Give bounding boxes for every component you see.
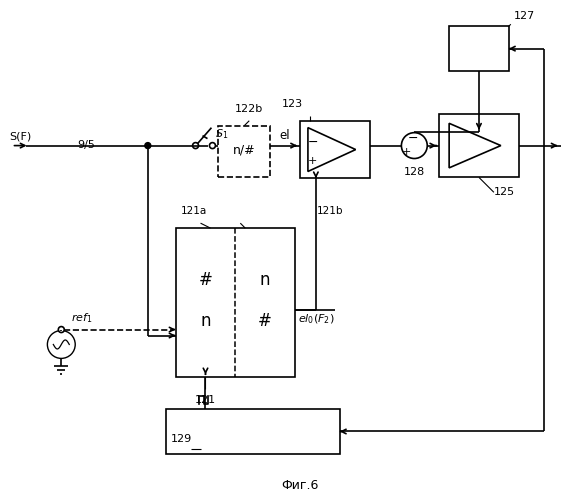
Text: −: − <box>408 132 419 145</box>
Circle shape <box>145 142 151 148</box>
Text: 121: 121 <box>195 395 216 405</box>
Text: 129: 129 <box>171 434 192 444</box>
Text: $S_1$: $S_1$ <box>215 126 229 140</box>
Text: 121b: 121b <box>316 206 343 216</box>
Bar <box>300 120 370 178</box>
Text: $ref_1$: $ref_1$ <box>71 311 93 324</box>
Text: +: + <box>308 156 318 166</box>
Text: Фиг.6: Фиг.6 <box>281 479 319 492</box>
Text: $el_0(F_2)$: $el_0(F_2)$ <box>298 312 335 326</box>
Circle shape <box>209 142 215 148</box>
Text: el: el <box>280 128 290 141</box>
Bar <box>439 114 519 178</box>
Text: 127: 127 <box>514 12 535 22</box>
Text: n: n <box>260 272 270 289</box>
Text: 125: 125 <box>494 188 515 198</box>
Text: 123: 123 <box>282 99 303 109</box>
Bar <box>449 26 509 71</box>
Text: 121a: 121a <box>181 206 207 216</box>
Circle shape <box>402 132 427 158</box>
Text: #: # <box>258 312 272 330</box>
Text: −: − <box>308 136 318 149</box>
Text: +: + <box>402 146 411 156</box>
Text: n/#: n/# <box>233 143 256 156</box>
Circle shape <box>192 142 199 148</box>
Text: n: n <box>201 312 211 330</box>
Text: #: # <box>199 272 212 289</box>
Text: 122b: 122b <box>235 104 263 114</box>
Text: S(F): S(F) <box>9 132 32 141</box>
Bar <box>176 228 295 378</box>
Text: 128: 128 <box>404 168 425 177</box>
Bar <box>166 409 340 454</box>
Bar <box>218 126 270 178</box>
Circle shape <box>48 330 75 358</box>
Text: 9/5: 9/5 <box>77 140 95 149</box>
Circle shape <box>58 326 64 332</box>
